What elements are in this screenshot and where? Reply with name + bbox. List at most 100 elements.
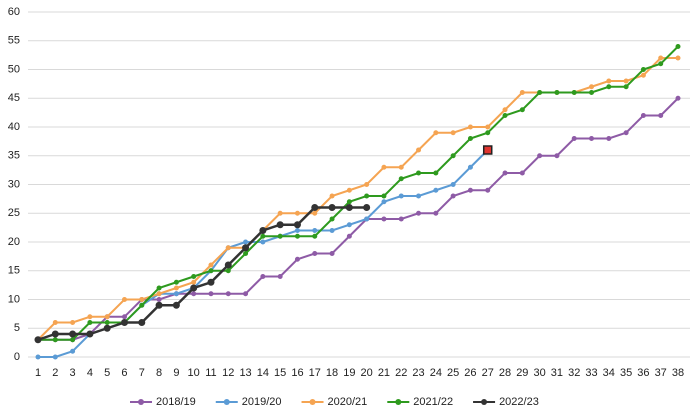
x-tick-label: 1 — [35, 367, 41, 379]
point — [485, 124, 491, 130]
point — [52, 354, 58, 360]
point — [277, 274, 283, 279]
x-tick-label: 4 — [87, 367, 93, 379]
point — [329, 228, 335, 233]
point — [277, 210, 283, 216]
point — [623, 130, 629, 136]
x-tick-label: 27 — [482, 367, 494, 379]
point — [120, 319, 128, 326]
point — [363, 204, 371, 211]
x-tick-label: 34 — [603, 367, 615, 379]
point — [346, 233, 352, 239]
x-tick-label: 22 — [395, 367, 407, 379]
point — [294, 233, 300, 239]
point — [87, 314, 93, 320]
point — [191, 274, 197, 279]
point — [242, 244, 250, 252]
point — [450, 153, 456, 159]
legend-dot — [481, 399, 488, 405]
point — [623, 78, 629, 84]
point — [243, 251, 249, 256]
point — [293, 221, 301, 229]
x-tick-label: 5 — [104, 367, 110, 379]
x-tick-label: 33 — [585, 367, 597, 379]
x-tick-label: 25 — [447, 367, 459, 379]
point — [571, 90, 577, 95]
point — [312, 210, 318, 216]
point — [207, 278, 215, 286]
point — [104, 314, 110, 320]
point — [329, 251, 335, 256]
point — [276, 221, 284, 229]
point — [485, 187, 491, 193]
point — [312, 251, 318, 256]
x-tick-label: 2 — [52, 367, 58, 379]
x-tick-label: 10 — [188, 367, 200, 379]
point — [450, 182, 456, 187]
point — [589, 90, 595, 95]
point — [640, 113, 646, 118]
point — [104, 320, 110, 325]
point — [35, 354, 41, 360]
point — [450, 130, 456, 136]
point — [554, 90, 560, 95]
point — [345, 204, 353, 211]
series-line — [38, 97, 679, 341]
legend-dot — [223, 399, 230, 405]
y-tick-label: 30 — [8, 178, 20, 190]
point — [450, 193, 456, 199]
y-tick-label: 55 — [8, 35, 20, 47]
point — [312, 233, 318, 239]
series-line — [38, 45, 679, 341]
point — [640, 67, 646, 72]
point — [138, 319, 146, 326]
legend-label: 2020/21 — [328, 396, 368, 408]
point — [87, 320, 93, 325]
point — [658, 61, 664, 67]
point — [121, 297, 127, 302]
point — [191, 291, 197, 297]
x-tick-label: 36 — [637, 367, 649, 379]
point — [502, 170, 508, 176]
x-tick-label: 13 — [239, 367, 251, 379]
point — [139, 297, 145, 302]
point — [675, 55, 681, 61]
x-tick-label: 23 — [412, 367, 424, 379]
point — [173, 291, 179, 297]
point — [398, 216, 404, 222]
point — [312, 228, 318, 233]
point — [70, 337, 76, 343]
x-tick-label: 38 — [672, 367, 684, 379]
point — [259, 227, 267, 234]
point — [208, 291, 214, 297]
x-tick-label: 28 — [499, 367, 511, 379]
point — [433, 187, 439, 193]
point — [208, 268, 214, 274]
point — [260, 233, 266, 239]
legend-dot — [395, 399, 402, 405]
point — [606, 78, 612, 84]
point — [554, 153, 560, 159]
point — [34, 336, 42, 344]
point — [155, 301, 163, 309]
point — [346, 187, 352, 193]
legend-label: 2022/23 — [499, 396, 539, 408]
point — [191, 279, 197, 285]
point — [51, 330, 59, 338]
point — [467, 136, 473, 141]
x-tick-label: 31 — [551, 367, 563, 379]
point — [467, 124, 473, 130]
point — [260, 239, 266, 245]
x-tick-label: 9 — [173, 367, 179, 379]
x-tick-label: 17 — [309, 367, 321, 379]
point — [103, 324, 111, 332]
point — [173, 279, 179, 285]
point — [208, 262, 214, 268]
point — [277, 233, 283, 239]
x-tick-label: 12 — [222, 367, 234, 379]
point — [121, 314, 127, 320]
point — [416, 170, 422, 176]
point — [139, 302, 145, 308]
point — [467, 164, 473, 170]
point — [398, 176, 404, 182]
